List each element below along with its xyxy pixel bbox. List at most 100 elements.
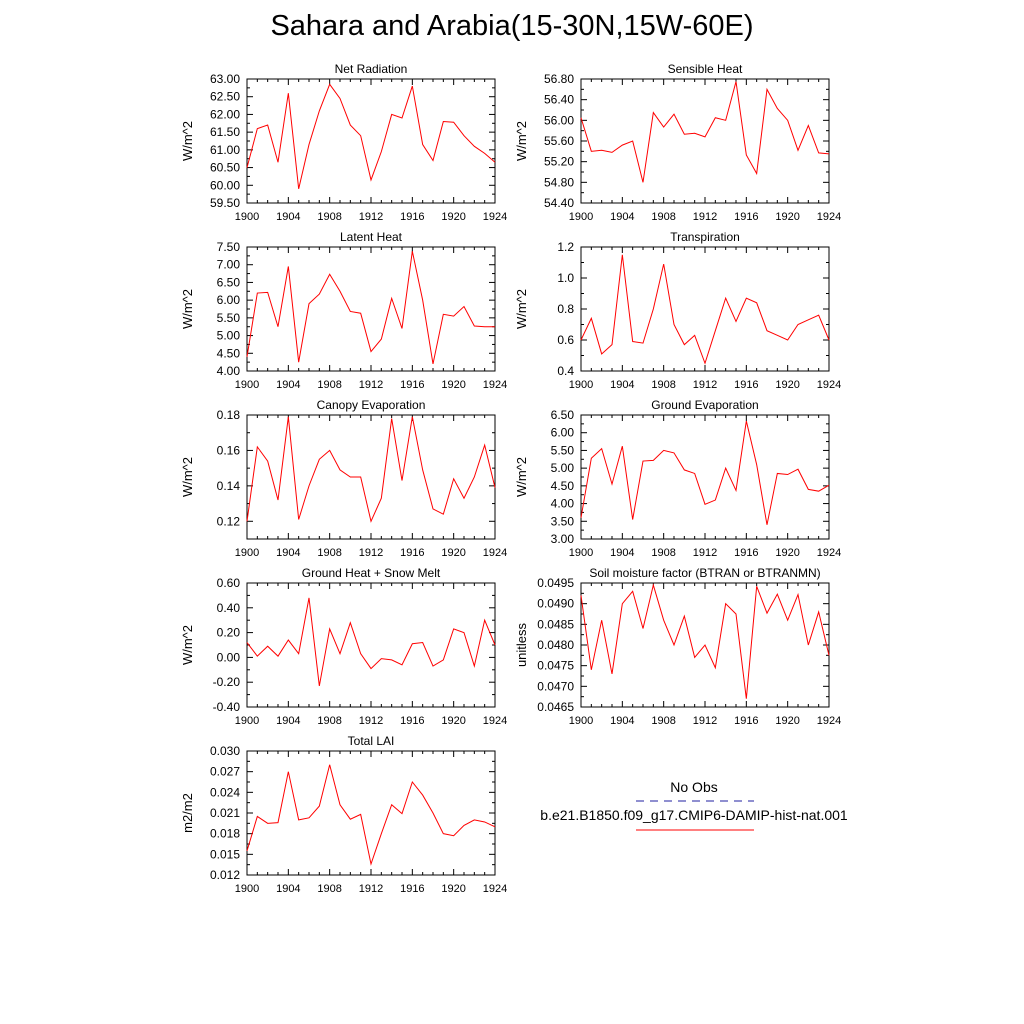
x-tick-label: 1904 (610, 547, 634, 559)
series-line-ground-heat-snow-melt (246, 597, 496, 687)
x-tick-label: 1916 (734, 715, 758, 727)
plot-frame (246, 582, 496, 708)
y-tick-label: 0.030 (210, 744, 240, 758)
plot-frame (580, 414, 830, 540)
x-tick-label: 1912 (359, 211, 383, 223)
y-tick-label: 0.027 (210, 765, 240, 779)
y-tick-label: 3.50 (551, 514, 575, 528)
legend: No Obs b.e21.B1850.f09_g17.CMIP6-DAMIP-h… (540, 779, 848, 831)
y-tick-label: 7.50 (217, 240, 241, 254)
y-tick-label: 61.50 (210, 125, 240, 139)
x-tick-label: 1916 (400, 883, 424, 895)
x-tick-label: 1912 (693, 547, 717, 559)
y-tick-label: 0.6 (557, 333, 574, 347)
series-line-latent-heat (246, 251, 495, 365)
y-tick-label: -0.40 (213, 700, 241, 714)
panel-title: Ground Evaporation (651, 398, 758, 412)
x-tick-label: 1924 (483, 211, 507, 223)
y-tick-label: 56.00 (544, 113, 574, 127)
x-tick-label: 1908 (317, 211, 341, 223)
y-axis-label: W/m^2 (180, 289, 195, 329)
y-tick-label: 0.0470 (537, 679, 574, 693)
x-tick-label: 1916 (734, 547, 758, 559)
y-tick-label: 0.021 (210, 806, 240, 820)
y-tick-label: 6.00 (217, 293, 241, 307)
panel-total-lai: Total LAI m2/m2 1900 1904 1908 1912 1916 1920 19… (180, 734, 507, 895)
x-tick-label: 1920 (441, 379, 465, 391)
x-tick-label: 1904 (610, 211, 634, 223)
y-axis-label: W/m^2 (514, 121, 529, 161)
y-tick-label: 1.0 (557, 271, 574, 285)
x-tick-label: 1904 (276, 715, 300, 727)
panel-title: Canopy Evaporation (317, 398, 426, 412)
panel-title: Soil moisture factor (BTRAN or BTRANMN) (589, 566, 820, 580)
panel-sensible-heat: Sensible Heat W/m^2 1900 1904 1908 1912 1916 19… (514, 62, 841, 223)
x-tick-label: 1900 (569, 211, 593, 223)
x-tick-label: 1912 (693, 379, 717, 391)
x-tick-label: 1908 (651, 211, 675, 223)
x-tick-label: 1916 (400, 547, 424, 559)
y-tick-label: 4.00 (551, 497, 575, 511)
y-tick-label: 62.00 (210, 107, 240, 121)
panel-latent-heat: Latent Heat W/m^2 1900 1904 1908 1912 1916 1920… (180, 230, 507, 391)
panel-canopy-evaporation: Canopy Evaporation W/m^2 1900 1904 1908 1912 1… (180, 398, 507, 559)
y-tick-label: 0.0480 (537, 638, 574, 652)
y-tick-label: 5.00 (217, 329, 241, 343)
y-tick-label: 4.50 (551, 479, 575, 493)
y-tick-label: 62.50 (210, 90, 240, 104)
x-tick-label: 1904 (276, 211, 300, 223)
series-line-transpiration (580, 254, 830, 365)
x-tick-label: 1916 (734, 379, 758, 391)
x-tick-label: 1904 (276, 379, 300, 391)
y-tick-label: 54.40 (544, 196, 574, 210)
y-tick-label: 0.0490 (537, 597, 574, 611)
x-tick-label: 1900 (235, 211, 259, 223)
x-tick-label: 1900 (235, 547, 259, 559)
y-tick-label: 0.0495 (537, 576, 574, 590)
y-tick-label: 0.16 (217, 443, 241, 457)
panel-net-radiation: Net Radiation W/m^2 1900 1904 1908 1912 1916 19… (180, 62, 507, 223)
x-tick-label: 1920 (775, 379, 799, 391)
panel-title: Sensible Heat (668, 62, 743, 76)
y-axis-label: unitless (514, 622, 529, 667)
y-axis-label: W/m^2 (180, 457, 195, 497)
y-tick-label: 7.00 (217, 258, 241, 272)
x-tick-label: 1924 (817, 379, 841, 391)
series-line-sensible-heat (580, 81, 830, 183)
y-tick-label: 0.20 (217, 626, 241, 640)
legend-model-label: b.e21.B1850.f09_g17.CMIP6-DAMIP-hist-nat… (540, 807, 848, 823)
x-tick-label: 1912 (693, 211, 717, 223)
series-line-total-lai (246, 764, 496, 866)
y-tick-label: 0.018 (210, 827, 240, 841)
y-axis-label: W/m^2 (514, 457, 529, 497)
panel-title: Ground Heat + Snow Melt (302, 566, 441, 580)
x-tick-label: 1920 (441, 715, 465, 727)
x-tick-label: 1924 (483, 547, 507, 559)
panel-title: Latent Heat (340, 230, 403, 244)
y-axis-label: W/m^2 (180, 625, 195, 665)
plot-frame (580, 78, 830, 204)
x-tick-label: 1912 (693, 715, 717, 727)
x-tick-label: 1908 (651, 547, 675, 559)
y-axis-label: m2/m2 (180, 793, 195, 833)
y-tick-label: 54.80 (544, 175, 574, 189)
y-tick-label: 1.2 (557, 240, 574, 254)
x-tick-label: 1900 (569, 715, 593, 727)
x-tick-label: 1908 (317, 883, 341, 895)
y-tick-label: 0.015 (210, 847, 240, 861)
y-tick-label: 56.40 (544, 93, 574, 107)
y-tick-label: 60.00 (210, 178, 240, 192)
y-tick-label: 5.00 (551, 461, 575, 475)
x-tick-label: 1924 (817, 715, 841, 727)
x-tick-label: 1916 (400, 715, 424, 727)
plot-frame (246, 246, 496, 372)
x-tick-label: 1920 (775, 715, 799, 727)
panel-transpiration: Transpiration W/m^2 1900 1904 1908 1912 1916 19… (514, 230, 841, 391)
plot-frame (246, 78, 496, 204)
x-tick-label: 1908 (317, 379, 341, 391)
x-tick-label: 1912 (359, 379, 383, 391)
y-tick-label: 60.50 (210, 161, 240, 175)
y-tick-label: 0.024 (210, 785, 240, 799)
x-tick-label: 1920 (775, 547, 799, 559)
y-tick-label: 0.0465 (537, 700, 574, 714)
